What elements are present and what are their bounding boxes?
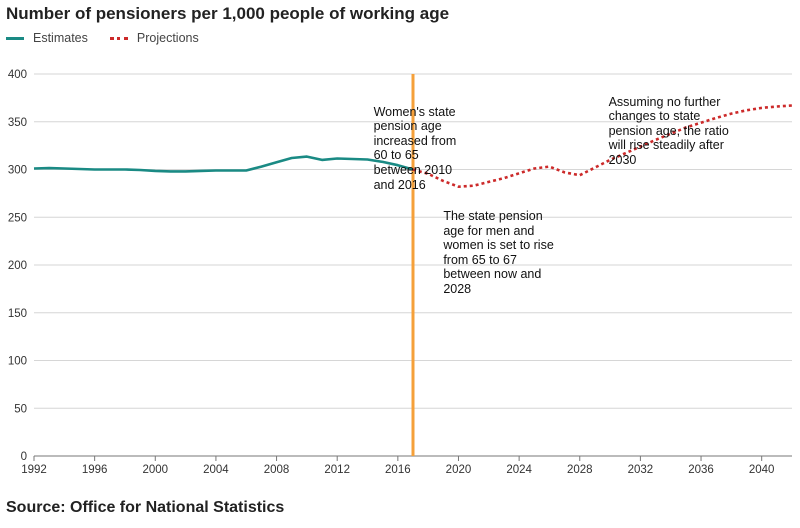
x-tick-label-2032: 2032 bbox=[628, 464, 654, 476]
x-tick-label-2020: 2020 bbox=[446, 464, 472, 476]
x-tick-label-2040: 2040 bbox=[749, 464, 775, 476]
x-tick-label-2012: 2012 bbox=[324, 464, 350, 476]
annotation-women-state-pension: Women's state pension age increased from 60… bbox=[374, 105, 457, 193]
y-tick-label-150: 150 bbox=[8, 308, 27, 320]
annotation-line: increased from bbox=[373, 133, 457, 148]
annotation-line: changes to state bbox=[608, 109, 701, 124]
annotation-line: pension age, the ratio bbox=[608, 123, 729, 138]
y-tick-label-100: 100 bbox=[8, 356, 27, 368]
annotation-line: and 2016 bbox=[373, 177, 426, 192]
x-tick-label-1996: 1996 bbox=[82, 464, 108, 476]
legend-item-projections: Projections bbox=[109, 31, 199, 45]
annotation-line: women is set to rise bbox=[443, 238, 554, 253]
annotation-line: 60 to 65 bbox=[373, 148, 419, 163]
legend-swatch-estimates bbox=[6, 36, 24, 40]
annotation-line: 2028 bbox=[443, 282, 472, 296]
annotation-state-pension-rise: The state pension age for men and women is… bbox=[443, 209, 553, 297]
y-tick-label-250: 250 bbox=[8, 212, 27, 224]
x-tick-label-2008: 2008 bbox=[264, 464, 290, 476]
x-tick-label-2016: 2016 bbox=[385, 464, 411, 476]
legend-label-projections: Projections bbox=[136, 31, 199, 45]
annotation-line: age for men and bbox=[443, 223, 535, 238]
y-tick-label-50: 50 bbox=[14, 403, 27, 415]
x-tick-label-2024: 2024 bbox=[506, 464, 532, 476]
annotation-ratio-rise: Assuming no further changes to state pensi… bbox=[609, 95, 729, 168]
x-tick-label-2004: 2004 bbox=[203, 464, 229, 476]
series-line-projections bbox=[412, 104, 793, 188]
legend-item-estimates: Estimates bbox=[6, 31, 88, 45]
x-tick-label-2028: 2028 bbox=[567, 464, 593, 476]
annotation-line: The state pension bbox=[443, 209, 543, 224]
annotation-line: pension age bbox=[373, 119, 442, 134]
source-note: Source: Office for National Statistics bbox=[6, 499, 285, 516]
annotation-line: Assuming no further bbox=[608, 94, 721, 109]
legend-label-estimates: Estimates bbox=[33, 31, 88, 45]
y-tick-label-400: 400 bbox=[8, 69, 27, 81]
annotation-line: between 2010 bbox=[373, 162, 453, 177]
y-tick-label-0: 0 bbox=[21, 451, 27, 463]
y-tick-label-300: 300 bbox=[8, 165, 27, 177]
y-tick-label-350: 350 bbox=[8, 117, 27, 129]
annotation-line: 2030 bbox=[608, 153, 637, 167]
legend: Estimates Projections bbox=[6, 31, 221, 45]
y-tick-label-200: 200 bbox=[8, 260, 27, 272]
x-tick-label-1992: 1992 bbox=[21, 464, 47, 476]
annotation-line: between now and bbox=[443, 267, 542, 282]
legend-swatch-projections bbox=[109, 36, 128, 40]
x-tick-label-2036: 2036 bbox=[688, 464, 714, 476]
x-tick-label-2000: 2000 bbox=[142, 464, 168, 476]
series-line-estimates bbox=[33, 155, 414, 173]
annotation-line: will rise steadily after bbox=[608, 138, 724, 153]
annotation-line: Women's state bbox=[373, 104, 456, 119]
annotation-line: from 65 to 67 bbox=[443, 252, 517, 267]
chart-title: Number of pensioners per 1,000 people of… bbox=[6, 4, 450, 23]
